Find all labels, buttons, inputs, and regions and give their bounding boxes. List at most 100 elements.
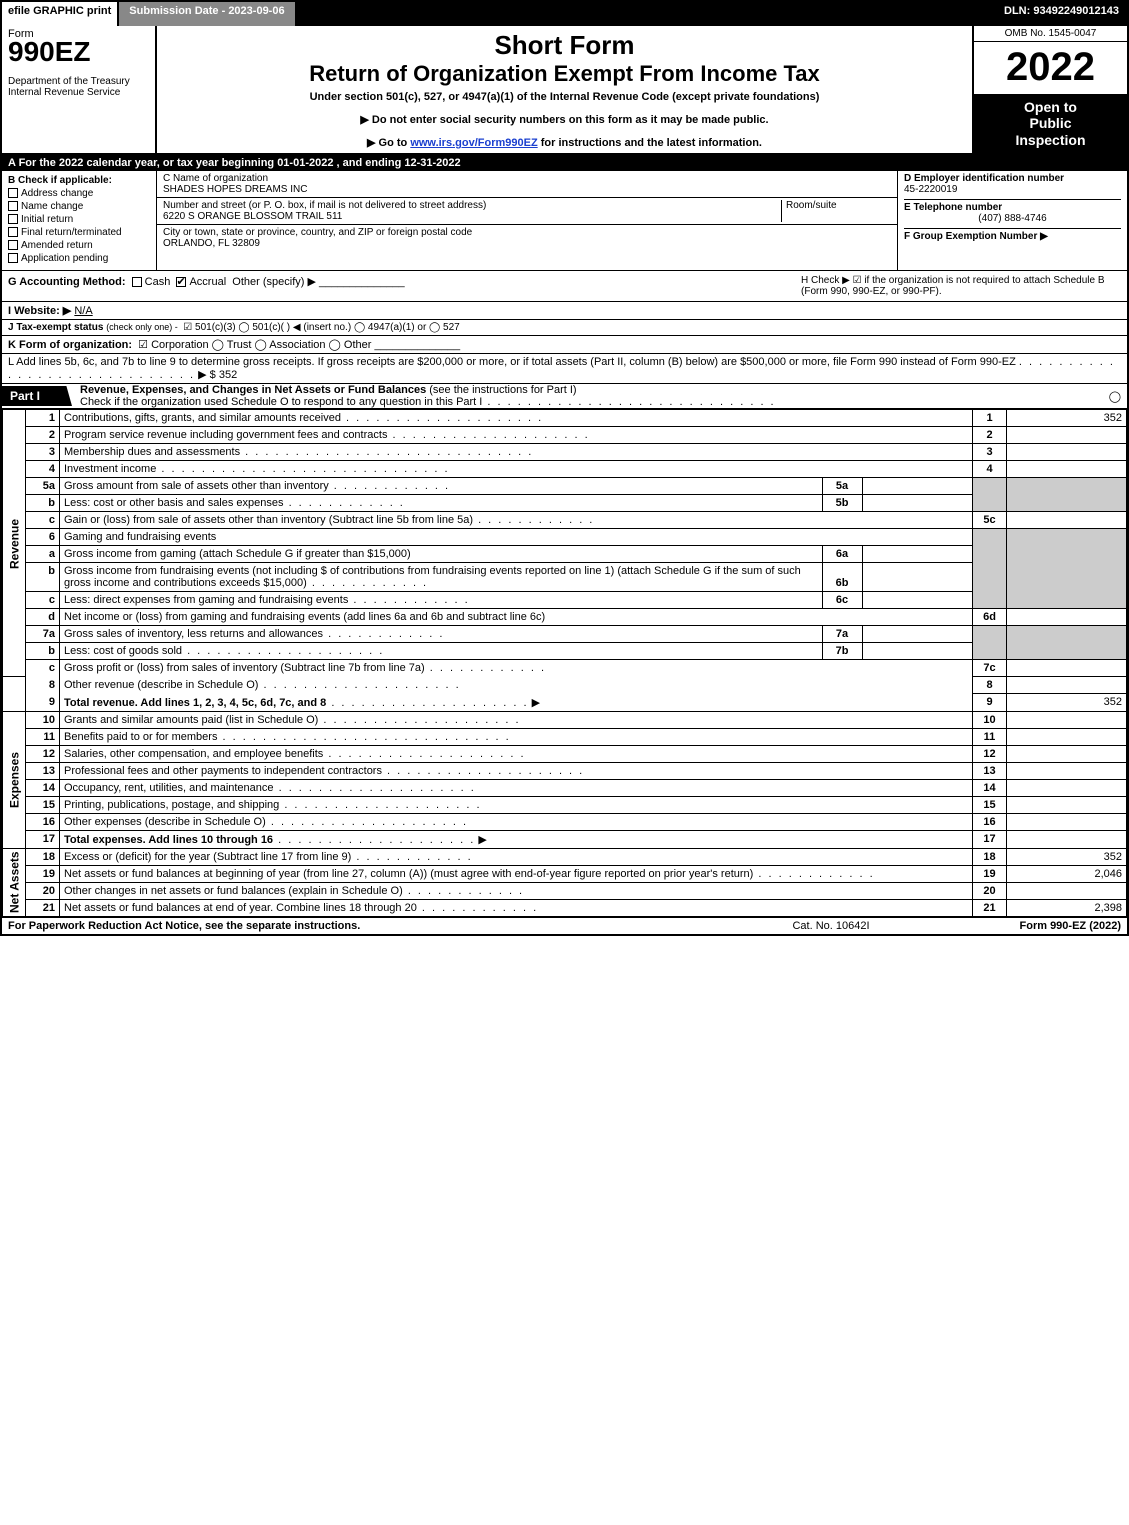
column-d-e-f: D Employer identification number 45-2220…	[897, 171, 1127, 270]
form-number: 990EZ	[8, 38, 149, 66]
b-opt-amended[interactable]: Amended return	[8, 240, 150, 251]
form-990ez: efile GRAPHIC print Submission Date - 20…	[0, 0, 1129, 936]
department-label: Department of the Treasury Internal Reve…	[8, 76, 149, 98]
topbar-spacer	[297, 2, 996, 26]
row-l-gross-receipts: L Add lines 5b, 6c, and 7b to line 9 to …	[2, 354, 1127, 384]
i-label: I Website: ▶	[8, 305, 71, 317]
l-arrow: ▶ $	[198, 369, 219, 381]
efile-label[interactable]: efile GRAPHIC print	[2, 2, 119, 26]
submission-date: Submission Date - 2023-09-06	[119, 2, 296, 26]
line-13: 13 Professional fees and other payments …	[3, 762, 1127, 779]
line-6b: b Gross income from fundraising events (…	[3, 563, 1127, 592]
g-other: Other (specify) ▶	[232, 276, 316, 288]
line-5a: 5a Gross amount from sale of assets othe…	[3, 478, 1127, 495]
c-street-row: Number and street (or P. O. box, if mail…	[157, 198, 897, 225]
g-accrual-check[interactable]	[176, 277, 186, 287]
line-6a: a Gross income from gaming (attach Sched…	[3, 546, 1127, 563]
part-i-body: Revenue 1 Contributions, gifts, grants, …	[2, 409, 1127, 917]
b-opt-final[interactable]: Final return/terminated	[8, 227, 150, 238]
lines-table: Revenue 1 Contributions, gifts, grants, …	[2, 409, 1127, 917]
side-revenue: Revenue	[3, 410, 26, 677]
row-k-org-form: K Form of organization: ☑ Corporation ◯ …	[2, 336, 1127, 354]
form-header: Form 990EZ Department of the Treasury In…	[2, 26, 1127, 155]
b-opt-name[interactable]: Name change	[8, 201, 150, 212]
title-return: Return of Organization Exempt From Incom…	[163, 61, 966, 87]
line-20: 20 Other changes in net assets or fund b…	[3, 882, 1127, 899]
e-phone-label: E Telephone number	[904, 199, 1121, 213]
line-12: 12 Salaries, other compensation, and emp…	[3, 745, 1127, 762]
l-value: 352	[219, 369, 237, 381]
part-i-header: Part I Revenue, Expenses, and Changes in…	[2, 384, 1127, 409]
part-i-label: Part I	[2, 386, 72, 406]
c-street-label: Number and street (or P. O. box, if mail…	[163, 200, 781, 211]
line-14: 14 Occupancy, rent, utilities, and maint…	[3, 779, 1127, 796]
side-expenses: Expenses	[3, 711, 26, 848]
part-i-title: Revenue, Expenses, and Changes in Net As…	[80, 384, 776, 408]
g-cash-check[interactable]	[132, 277, 142, 287]
b-label: B Check if applicable:	[8, 175, 150, 186]
side-netassets: Net Assets	[3, 848, 26, 916]
i-value: N/A	[74, 305, 92, 317]
column-b: B Check if applicable: Address change Na…	[2, 171, 157, 270]
line-10: Expenses 10 Grants and similar amounts p…	[3, 711, 1127, 728]
line-6: 6 Gaming and fundraising events	[3, 529, 1127, 546]
header-right: OMB No. 1545-0047 2022 Open to Public In…	[972, 26, 1127, 153]
line-7b: b Less: cost of goods sold 7b	[3, 643, 1127, 660]
dln-label: DLN: 93492249012143	[996, 2, 1127, 26]
c-city-row: City or town, state or province, country…	[157, 225, 897, 251]
line-4: 4 Investment income 4	[3, 461, 1127, 478]
k-options[interactable]: ☑ Corporation ◯ Trust ◯ Association ◯ Ot…	[138, 339, 371, 351]
header-mid: Short Form Return of Organization Exempt…	[157, 26, 972, 153]
line-15: 15 Printing, publications, postage, and …	[3, 796, 1127, 813]
line-1: Revenue 1 Contributions, gifts, grants, …	[3, 410, 1127, 427]
tax-year: 2022	[974, 42, 1127, 95]
d-ein-label: D Employer identification number	[904, 173, 1121, 184]
line-5b: b Less: cost or other basis and sales ex…	[3, 495, 1127, 512]
line-16: 16 Other expenses (describe in Schedule …	[3, 813, 1127, 830]
c-street: 6220 S ORANGE BLOSSOM TRAIL 511	[163, 211, 781, 222]
line-19: 19 Net assets or fund balances at beginn…	[3, 865, 1127, 882]
part-i-checkline: Check if the organization used Schedule …	[80, 396, 482, 408]
header-left: Form 990EZ Department of the Treasury In…	[2, 26, 157, 153]
c-org-name: SHADES HOPES DREAMS INC	[163, 184, 891, 195]
line-9: 9 Total revenue. Add lines 1, 2, 3, 4, 5…	[3, 694, 1127, 712]
line-7c-8-9: c Gross profit or (loss) from sales of i…	[3, 660, 1127, 677]
title-short-form: Short Form	[163, 30, 966, 61]
c-room-label: Room/suite	[781, 200, 891, 222]
b-opt-pending[interactable]: Application pending	[8, 253, 150, 264]
line-17: 17 Total expenses. Add lines 10 through …	[3, 830, 1127, 848]
part-i-checkbox[interactable]: ◯	[1109, 390, 1127, 403]
line-18: Net Assets 18 Excess or (deficit) for th…	[3, 848, 1127, 865]
c-name-row: C Name of organization SHADES HOPES DREA…	[157, 171, 897, 198]
c-name-label: C Name of organization	[163, 173, 891, 184]
row-j-tax-exempt: J Tax-exempt status (check only one) - ☑…	[2, 320, 1127, 336]
line-6d: d Net income or (loss) from gaming and f…	[3, 609, 1127, 626]
line-3: 3 Membership dues and assessments 3	[3, 444, 1127, 461]
h-schedule-b: H Check ▶ ☑ if the organization is not r…	[801, 275, 1121, 297]
open-public-label: Open to Public Inspection	[974, 95, 1127, 153]
line-21: 21 Net assets or fund balances at end of…	[3, 899, 1127, 916]
row-i-website: I Website: ▶ N/A	[2, 302, 1127, 320]
e-phone: (407) 888-4746	[904, 213, 1121, 224]
note2-post: for instructions and the latest informat…	[538, 137, 762, 149]
c-city-label: City or town, state or province, country…	[163, 227, 891, 238]
header-note-link: ▶ Go to www.irs.gov/Form990EZ for instru…	[163, 136, 966, 149]
line-6c: c Less: direct expenses from gaming and …	[3, 592, 1127, 609]
top-bar: efile GRAPHIC print Submission Date - 20…	[2, 2, 1127, 26]
g-label: G Accounting Method:	[8, 276, 126, 288]
header-note-ssn: ▶ Do not enter social security numbers o…	[163, 113, 966, 126]
note2-pre: ▶ Go to	[367, 137, 410, 149]
l-text: L Add lines 5b, 6c, and 7b to line 9 to …	[8, 356, 1016, 368]
page-footer: For Paperwork Reduction Act Notice, see …	[2, 917, 1127, 934]
b-opt-address[interactable]: Address change	[8, 188, 150, 199]
footer-paperwork: For Paperwork Reduction Act Notice, see …	[8, 920, 721, 932]
b-opt-initial[interactable]: Initial return	[8, 214, 150, 225]
line-7a: 7a Gross sales of inventory, less return…	[3, 626, 1127, 643]
j-options[interactable]: ☑ 501(c)(3) ◯ 501(c)( ) ◀ (insert no.) ◯…	[183, 322, 459, 333]
line-2: 2 Program service revenue including gove…	[3, 427, 1127, 444]
k-label: K Form of organization:	[8, 339, 132, 351]
footer-catno: Cat. No. 10642I	[721, 920, 941, 932]
irs-link[interactable]: www.irs.gov/Form990EZ	[410, 137, 537, 149]
row-a-tax-year: A For the 2022 calendar year, or tax yea…	[2, 155, 1127, 171]
header-subtitle: Under section 501(c), 527, or 4947(a)(1)…	[163, 91, 966, 103]
